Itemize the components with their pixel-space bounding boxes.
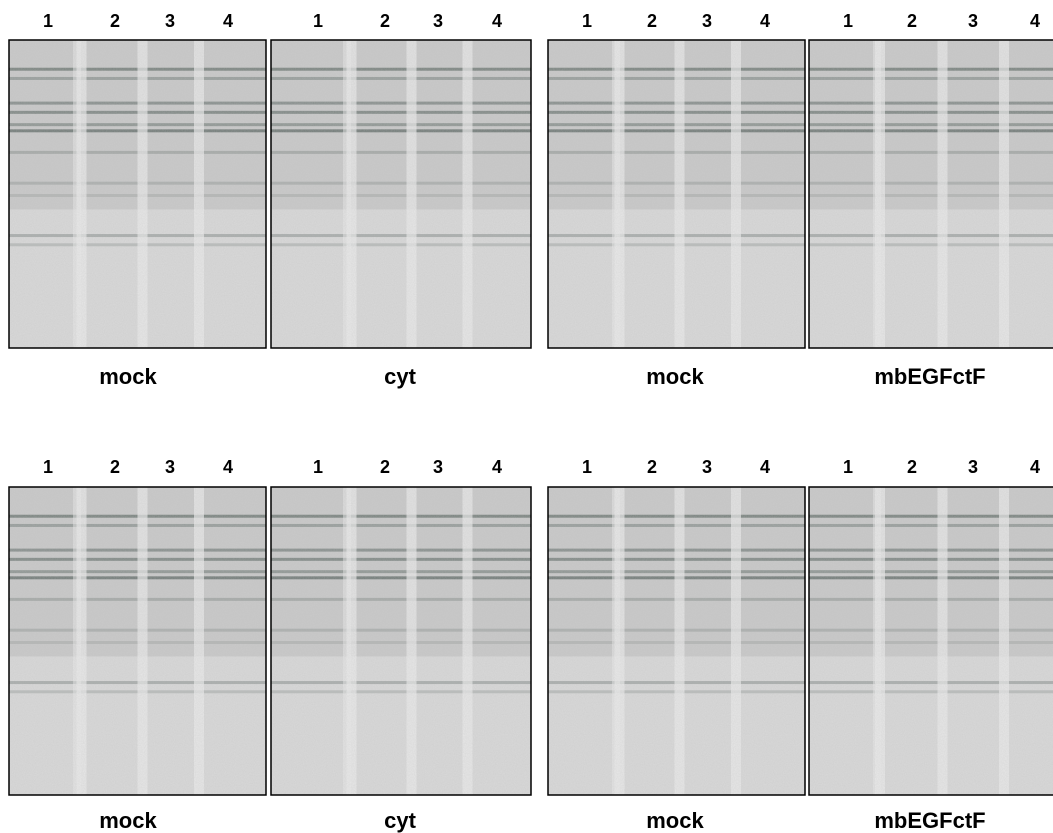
lane-label: 3 [433, 11, 443, 31]
gel-panel [9, 487, 266, 795]
figure: 1 2 3 4 mock 1 2 3 4 cyt 1 2 3 4 mock 1 2 3 4 mbEGFctF 1 2 3 4 m… [0, 0, 1053, 833]
lane-label: 3 [702, 457, 712, 477]
lane-label: 1 [843, 11, 853, 31]
lane-label: 1 [43, 11, 53, 31]
gel-panel [9, 40, 266, 348]
panel-caption: mock [99, 364, 157, 389]
lane-label: 1 [582, 457, 592, 477]
gel-grain [9, 487, 266, 795]
gel-grain [548, 487, 805, 795]
gel-grain [271, 487, 531, 795]
panel-caption: mock [646, 364, 704, 389]
panel-caption: cyt [384, 808, 416, 833]
lane-label: 4 [223, 11, 233, 31]
lane-label: 1 [313, 457, 323, 477]
lane-label: 3 [968, 11, 978, 31]
page: {"rows": [ {"panels": [ {"lanes": ["1", … [0, 0, 1053, 833]
gel-panel [548, 487, 805, 795]
lane-label: 1 [582, 11, 592, 31]
lane-label: 4 [223, 457, 233, 477]
lane-label: 3 [968, 457, 978, 477]
gel-panel [271, 40, 531, 348]
lane-label: 4 [492, 11, 502, 31]
gel-panel [809, 40, 1053, 348]
lane-label: 4 [492, 457, 502, 477]
lane-label: 2 [647, 11, 657, 31]
lane-label: 2 [110, 457, 120, 477]
lane-label: 3 [433, 457, 443, 477]
lane-label: 4 [1030, 457, 1040, 477]
lane-label: 1 [313, 11, 323, 31]
gel-grain [809, 487, 1053, 795]
lane-label: 4 [760, 457, 770, 477]
lane-label: 3 [165, 11, 175, 31]
gel-panel [809, 487, 1053, 795]
gel-panel [271, 487, 531, 795]
panel-caption: mock [99, 808, 157, 833]
panel-caption: mbEGFctF [874, 808, 985, 833]
gel-grain [271, 40, 531, 348]
lane-label: 4 [1030, 11, 1040, 31]
gel-grain [809, 40, 1053, 348]
gel-panel [548, 40, 805, 348]
gel-grain [9, 40, 266, 348]
gel-grain [548, 40, 805, 348]
lane-label: 3 [702, 11, 712, 31]
lane-label: 1 [843, 457, 853, 477]
lane-label: 4 [760, 11, 770, 31]
lane-label: 2 [907, 457, 917, 477]
lane-label: 2 [380, 11, 390, 31]
panel-caption: mock [646, 808, 704, 833]
lane-label: 2 [907, 11, 917, 31]
lane-label: 3 [165, 457, 175, 477]
panel-caption: mbEGFctF [874, 364, 985, 389]
lane-label: 2 [110, 11, 120, 31]
lane-label: 2 [647, 457, 657, 477]
lane-label: 2 [380, 457, 390, 477]
lane-label: 1 [43, 457, 53, 477]
panel-caption: cyt [384, 364, 416, 389]
